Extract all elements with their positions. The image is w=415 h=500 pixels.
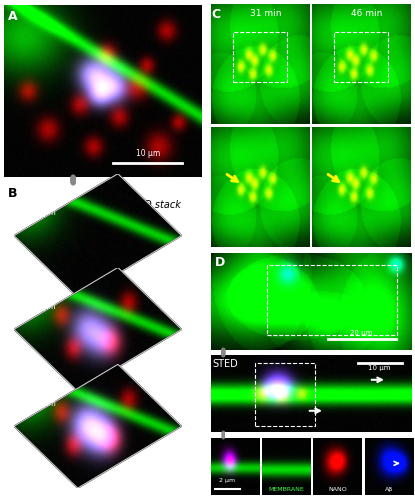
Bar: [232, 32, 287, 82]
Text: x: x: [65, 482, 71, 492]
Bar: [267, 265, 397, 336]
Text: A: A: [8, 10, 18, 23]
Text: z = 3 μm: z = 3 μm: [21, 208, 56, 218]
Text: B: B: [8, 187, 17, 200]
Text: NANO: NANO: [328, 487, 347, 492]
Text: C: C: [212, 8, 221, 20]
Text: 10 μm: 10 μm: [136, 148, 160, 158]
Text: 3D stack: 3D stack: [138, 200, 181, 209]
Text: z = 0 μm: z = 0 μm: [21, 399, 56, 408]
Text: 46 min: 46 min: [351, 9, 382, 18]
Text: Aβ: Aβ: [385, 487, 393, 492]
Bar: [255, 362, 315, 426]
Text: MEMBRANE: MEMBRANE: [269, 487, 304, 492]
Text: z = 1 μm: z = 1 μm: [21, 302, 55, 311]
Text: y: y: [16, 450, 22, 460]
Text: 10 μm: 10 μm: [368, 364, 391, 370]
Text: STED: STED: [213, 359, 239, 369]
Text: D: D: [215, 256, 225, 270]
Text: 20 μm: 20 μm: [350, 330, 373, 336]
Text: 2 μm: 2 μm: [220, 478, 235, 483]
Text: 31 min: 31 min: [249, 9, 281, 18]
Bar: [334, 32, 388, 82]
